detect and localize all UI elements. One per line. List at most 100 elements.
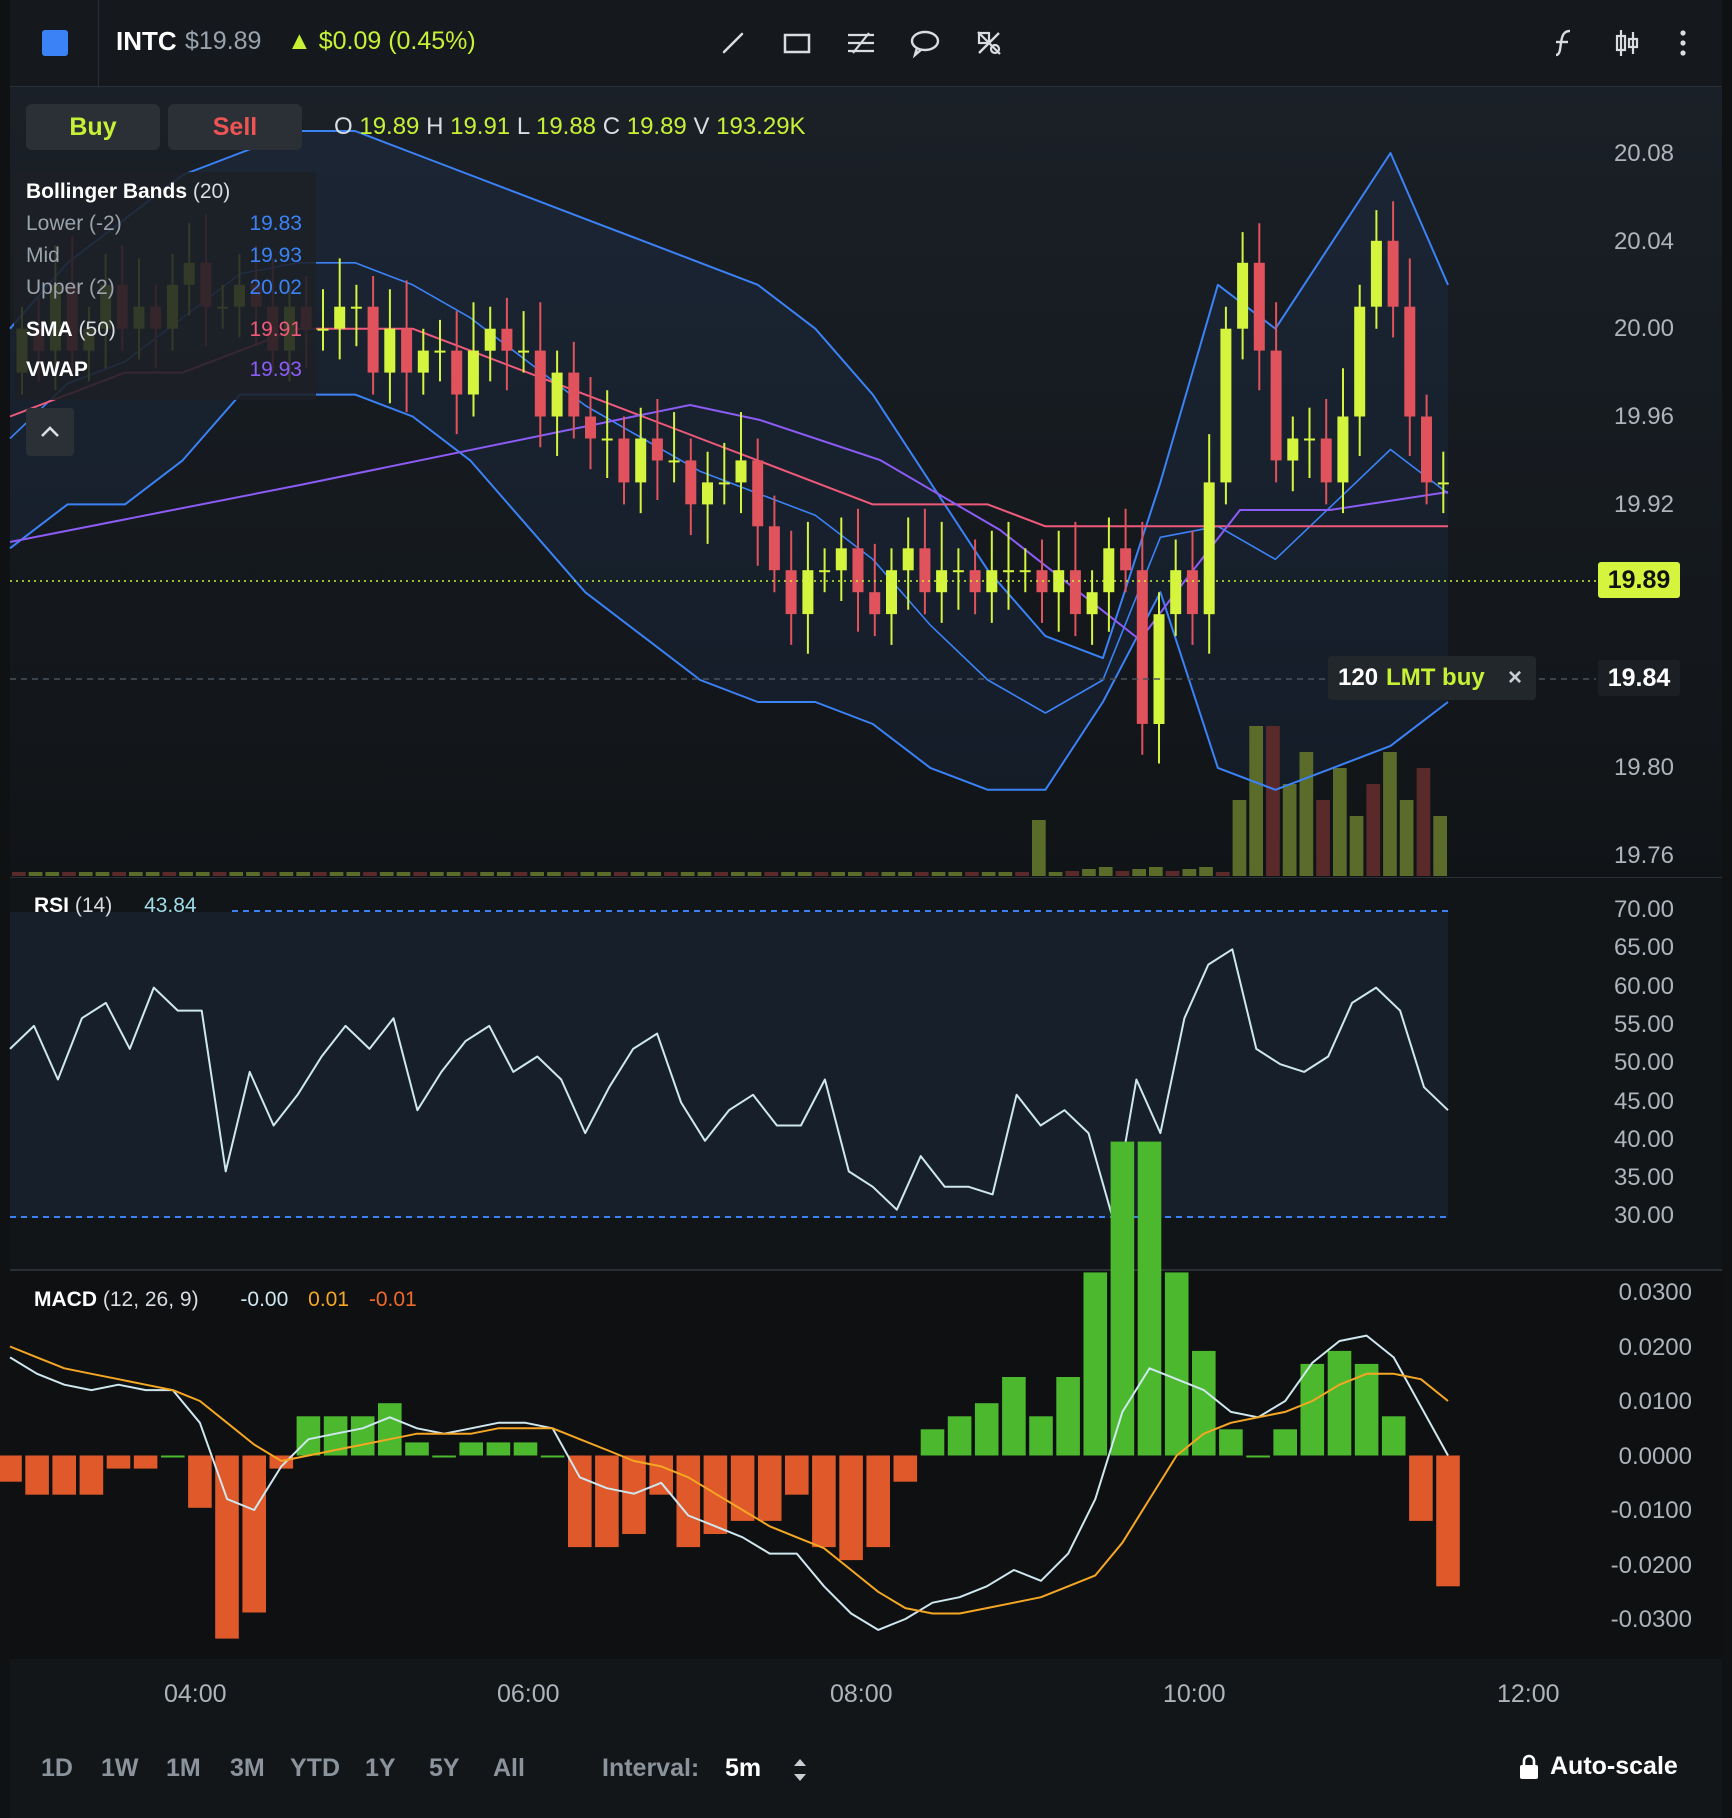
rectangle-icon[interactable]	[778, 24, 816, 62]
interval-select[interactable]: 5m	[725, 1754, 762, 1782]
ticker-price: $19.89	[185, 27, 262, 55]
candle-body	[1253, 262, 1265, 351]
macd-histogram-bar	[649, 1455, 673, 1495]
sma-title: SMA	[26, 318, 73, 341]
macd-histogram-bar	[1192, 1350, 1216, 1456]
limit-order-tag[interactable]: 120 LMT buy ×	[1328, 656, 1536, 700]
candle-body	[919, 548, 931, 593]
range-1y-button[interactable]: 1Y	[365, 1754, 396, 1782]
range-all-button[interactable]: All	[493, 1754, 525, 1782]
order-price-label[interactable]: 19.84	[1598, 660, 1680, 696]
callout-icon[interactable]	[906, 24, 944, 62]
sort-updown-icon[interactable]	[790, 1754, 810, 1786]
rsi-axis-tick: 35.00	[1613, 1164, 1674, 1192]
volume-bar	[480, 872, 494, 876]
symbol-color-swatch[interactable]	[42, 30, 68, 56]
volume-bar	[747, 872, 762, 876]
macd-line	[9, 1334, 1449, 1631]
volume-bar	[1215, 872, 1230, 876]
macd-histogram-bar	[676, 1455, 701, 1548]
candle-body	[1287, 438, 1299, 461]
range-1d-button[interactable]: 1D	[41, 1754, 73, 1782]
macd-histogram-bar	[486, 1442, 511, 1456]
macd-signal-value: 0.01	[308, 1288, 350, 1311]
rsi-value: 43.84	[144, 894, 197, 917]
legend-vwap-title: VWAP	[26, 358, 88, 382]
bb-upper-label: Upper (2)	[26, 276, 115, 299]
candle-body	[551, 372, 563, 417]
range-1w-button[interactable]: 1W	[101, 1754, 139, 1782]
bb-lower-label: Lower (-2)	[26, 212, 122, 235]
more-icon[interactable]	[1664, 24, 1702, 62]
volume-bar	[1299, 752, 1314, 876]
volume-bar	[78, 872, 93, 876]
buy-button[interactable]: Buy	[26, 104, 160, 150]
candle-body	[785, 570, 797, 615]
macd-pane-background	[10, 1271, 1722, 1659]
candle-body	[501, 328, 513, 351]
candle-body	[585, 416, 596, 439]
volume-bar	[62, 872, 76, 876]
collapse-legend-button[interactable]	[26, 408, 74, 456]
autoscale-toggle[interactable]: Auto-scale	[1518, 1752, 1678, 1781]
macd-histogram-bar	[296, 1416, 321, 1456]
buy-button-label: Buy	[69, 112, 117, 141]
candle-body	[518, 350, 530, 353]
range-ytd-button[interactable]: YTD	[290, 1754, 340, 1782]
ticker-symbol[interactable]: INTC	[116, 26, 177, 56]
sell-button[interactable]: Sell	[168, 104, 302, 150]
trend-line-icon[interactable]	[714, 24, 752, 62]
macd-histogram-bar	[1110, 1141, 1135, 1456]
macd-line-value: -0.00	[240, 1288, 289, 1311]
time-axis-tick: 06:00	[497, 1680, 560, 1708]
volume-bar	[547, 872, 561, 876]
candle-body	[718, 482, 730, 485]
macd-histogram-bar	[1137, 1141, 1162, 1456]
macd-histogram-bar	[812, 1455, 836, 1548]
macd-histogram-bar	[1300, 1363, 1325, 1456]
indicator-legend[interactable]: Bollinger Bands (20) Lower (-2) 19.83 Mi…	[14, 172, 316, 400]
volume-bar	[145, 872, 160, 876]
volume-bar	[1366, 784, 1381, 876]
rsi-axis-tick: 40.00	[1613, 1125, 1674, 1153]
macd-axis-tick: 0.0300	[1618, 1279, 1692, 1306]
rsi-axis-tick: 55.00	[1613, 1010, 1674, 1038]
chart-type-icon[interactable]	[1608, 24, 1646, 62]
range-1m-button[interactable]: 1M	[166, 1754, 201, 1782]
candle-body	[1086, 592, 1098, 615]
volume-bar	[95, 872, 110, 876]
volume-bar	[981, 872, 996, 876]
candle-body	[969, 570, 981, 593]
volume-bar	[1349, 816, 1364, 876]
volume-bar	[1149, 867, 1163, 876]
volume-bar	[580, 872, 595, 876]
fib-retracement-icon[interactable]	[842, 24, 880, 62]
candle-body	[317, 328, 329, 331]
rsi-axis-tick: 70.00	[1613, 896, 1674, 923]
remove-drawings-icon[interactable]	[970, 24, 1008, 62]
macd-histogram-bar	[1029, 1416, 1053, 1456]
volume-bar	[914, 872, 929, 876]
volume-bar	[948, 872, 963, 876]
macd-histogram-bar	[622, 1455, 646, 1534]
candle-body	[1186, 570, 1198, 615]
candle-body	[1354, 306, 1366, 417]
volume-bar	[212, 872, 227, 876]
candle-body	[1304, 438, 1315, 441]
volume-bar	[363, 872, 377, 876]
candle-body	[1103, 548, 1115, 593]
volume-value: 193.29K	[716, 113, 806, 140]
legend-sma-title: SMA (50)	[26, 318, 116, 342]
indicators-icon[interactable]	[1544, 24, 1582, 62]
range-3m-button[interactable]: 3M	[230, 1754, 265, 1782]
macd-histogram-bar	[785, 1455, 809, 1495]
candle-body	[1120, 548, 1132, 571]
volume-bar	[45, 872, 60, 876]
range-5y-button[interactable]: 5Y	[429, 1754, 460, 1782]
candle-body	[1069, 570, 1081, 615]
volume-bar	[496, 872, 511, 876]
cancel-order-icon[interactable]: ×	[1507, 664, 1522, 691]
chart-header: INTC $19.89 ▲ $0.09 (0.45%)	[10, 0, 1722, 87]
macd-histogram-bar	[378, 1403, 402, 1456]
